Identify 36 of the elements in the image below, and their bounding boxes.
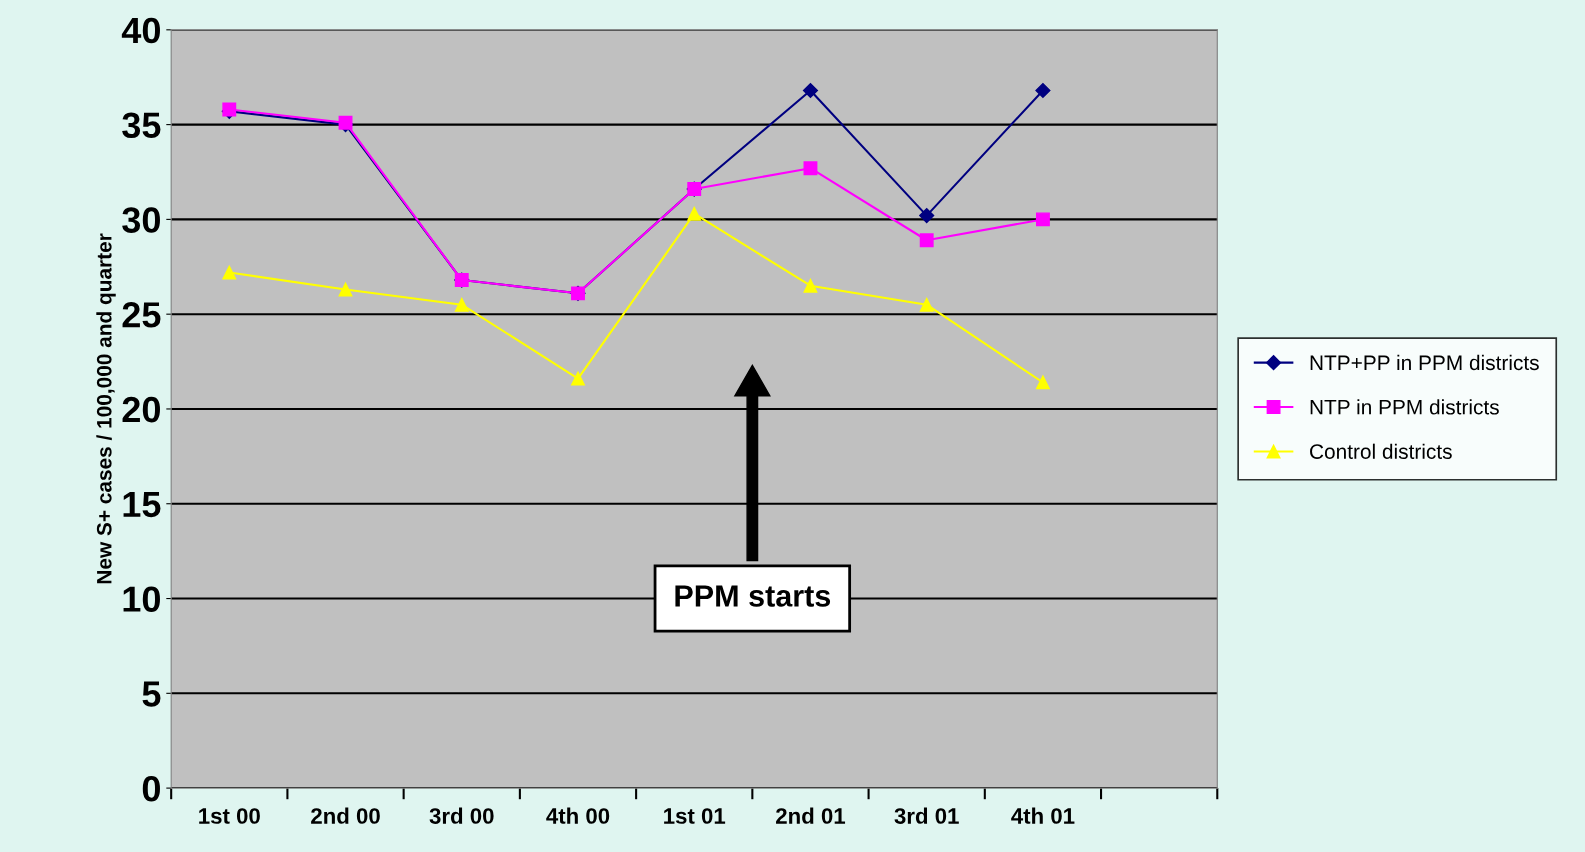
x-tick-label: 2nd 01	[776, 807, 846, 824]
point	[919, 208, 935, 224]
y-tick-label: 40	[121, 17, 160, 44]
point	[338, 282, 353, 297]
y-axis-title: New S+ cases / 100,000 and quarter	[96, 233, 116, 584]
y-tick-label: 35	[122, 112, 161, 139]
legend-label: NTP+PP in PPM districts	[1310, 354, 1539, 371]
y-tick-label: 20	[122, 396, 160, 423]
point	[1035, 82, 1051, 99]
y-tick-label: 15	[123, 491, 161, 518]
point	[222, 265, 237, 280]
point	[919, 233, 934, 248]
point	[919, 297, 934, 312]
annotation: PPM starts	[675, 585, 831, 607]
y-tick-label: 10	[123, 586, 160, 612]
x-tick-label: 3rd 00	[429, 807, 494, 824]
point	[1035, 212, 1050, 227]
point	[1035, 375, 1050, 390]
x-tick-label: 3rd 01	[894, 807, 959, 824]
point	[571, 371, 585, 386]
y-tick-label: 5	[142, 681, 161, 707]
point	[687, 206, 702, 221]
point	[802, 82, 819, 99]
point	[803, 278, 818, 293]
y-tick-label: 25	[122, 302, 161, 328]
x-tick-label: 1st 00	[199, 808, 260, 824]
x-tick-label: 4th 00	[546, 807, 610, 824]
point	[454, 297, 469, 312]
legend-label: Control districts	[1310, 443, 1452, 459]
x-tick-label: 2nd 00	[311, 807, 380, 824]
x-tick-label: 4th 01	[1011, 807, 1075, 824]
y-tick-label: 0	[142, 775, 160, 802]
legend-label: NTP in PPM districts	[1310, 399, 1499, 415]
y-tick-label: 30	[122, 207, 160, 233]
x-tick-label: 1st 01	[664, 808, 726, 824]
point	[803, 161, 818, 176]
